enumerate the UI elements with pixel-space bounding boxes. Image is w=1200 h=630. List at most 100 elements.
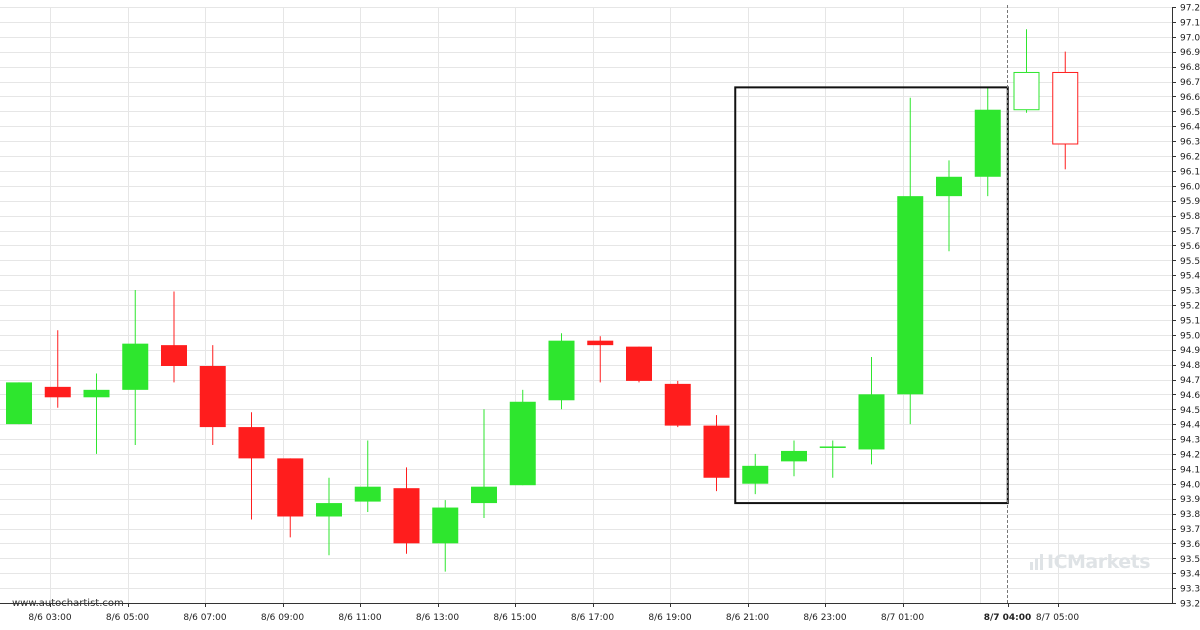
candle	[83, 373, 110, 454]
candle-body	[509, 401, 536, 486]
candle	[122, 290, 149, 445]
x-tick-label: 8/7 04:00	[984, 613, 1032, 623]
candle	[161, 291, 187, 383]
y-tick-label: 94.9694	[1180, 346, 1200, 356]
candle-body	[664, 383, 691, 426]
x-tick-label: 8/6 09:00	[261, 613, 305, 623]
y-tick-label: 97.0694	[1180, 33, 1200, 43]
candle-body	[432, 507, 459, 544]
candle-body	[587, 340, 614, 346]
y-tick-label: 94.6694	[1180, 391, 1200, 401]
y-tick-label: 93.2694	[1180, 600, 1200, 610]
candle-body	[83, 389, 110, 398]
candle	[819, 440, 846, 478]
y-tick-label: 94.1694	[1180, 465, 1200, 475]
y-tick-label: 94.4694	[1180, 421, 1200, 431]
x-tick-label: 8/6 05:00	[106, 613, 150, 623]
candle-body	[858, 394, 885, 450]
candle	[781, 440, 807, 477]
y-tick-label: 96.8694	[1180, 63, 1200, 73]
x-tick-label: 8/6 23:00	[803, 613, 847, 623]
y-tick-label: 94.5694	[1180, 406, 1200, 416]
y-tick-label: 96.2694	[1180, 153, 1200, 163]
brand-bars-icon	[1030, 554, 1043, 570]
y-tick-label: 95.3694	[1180, 287, 1200, 297]
candle	[742, 453, 769, 495]
y-tick-label: 96.9694	[1180, 48, 1200, 58]
y-tick-label: 94.2694	[1180, 451, 1200, 461]
y-tick-label: 94.8694	[1180, 361, 1200, 371]
candle-body	[742, 465, 769, 484]
candle-body	[781, 450, 807, 462]
y-tick-label: 95.4694	[1180, 272, 1200, 282]
y-tick-label: 96.4694	[1180, 123, 1200, 133]
y-tick-label: 95.2694	[1180, 302, 1200, 312]
y-tick-label: 96.3694	[1180, 138, 1200, 148]
y-tick-label: 95.0694	[1180, 331, 1200, 341]
candle-body	[897, 196, 924, 395]
y-tick-label: 95.9694	[1180, 197, 1200, 207]
candle	[44, 330, 71, 408]
candle-body	[819, 446, 846, 448]
x-tick-label: 8/6 11:00	[338, 613, 382, 623]
y-tick-label: 93.3694	[1180, 585, 1200, 595]
candle	[936, 160, 962, 252]
y-tick-label: 93.5694	[1180, 555, 1200, 565]
brand-name: ICMarkets	[1047, 551, 1151, 573]
candle-body	[936, 176, 962, 197]
candle	[548, 333, 575, 410]
candle	[432, 500, 459, 572]
candle	[897, 97, 924, 425]
x-tick-label: 8/7 05:00	[1036, 613, 1080, 623]
y-tick-label: 93.9694	[1180, 495, 1200, 505]
candle-body	[974, 109, 1001, 177]
candle-body	[199, 366, 226, 428]
candle	[626, 346, 652, 383]
candle	[1052, 51, 1079, 170]
candle	[277, 458, 304, 538]
candle-body	[122, 343, 149, 390]
candle-body	[277, 458, 304, 517]
candle-body	[703, 425, 730, 478]
candle-body	[626, 346, 652, 381]
y-tick-label: 97.2694	[1180, 4, 1200, 14]
candle-body	[44, 386, 71, 398]
y-tick-label: 94.0694	[1180, 480, 1200, 490]
y-tick-label: 93.4694	[1180, 570, 1200, 580]
y-tick-label: 96.0694	[1180, 182, 1200, 192]
candle-body	[354, 486, 381, 502]
candles	[6, 29, 1079, 572]
candle-body	[6, 382, 32, 425]
y-axis-ticks: 97.2694 97.1694 97.0694 96.9694 96.8694 96.76…	[1172, 4, 1200, 610]
y-tick-label: 94.3694	[1180, 436, 1200, 446]
y-tick-label: 95.1694	[1180, 316, 1200, 326]
candle	[664, 380, 691, 428]
y-tick-label: 93.7694	[1180, 525, 1200, 535]
y-tick-label: 96.7694	[1180, 78, 1200, 88]
candle-body	[161, 345, 187, 367]
candle-body	[393, 488, 420, 544]
candle	[509, 389, 536, 486]
candle	[703, 415, 730, 492]
candle-body	[471, 486, 497, 504]
candle	[354, 440, 381, 513]
candle-body	[1013, 71, 1040, 111]
y-tick-label: 96.1694	[1180, 167, 1200, 177]
candle	[974, 87, 1001, 197]
y-tick-label: 95.6694	[1180, 242, 1200, 252]
candle	[199, 345, 226, 445]
candle	[858, 357, 885, 465]
candle	[1013, 29, 1040, 113]
x-tick-label: 8/6 07:00	[183, 613, 227, 623]
x-tick-label: 8/6 03:00	[28, 613, 72, 623]
x-tick-label: 8/6 21:00	[726, 613, 770, 623]
candle	[587, 336, 614, 383]
y-tick-label: 95.7694	[1180, 227, 1200, 237]
candle	[238, 412, 265, 520]
candle	[316, 477, 342, 556]
brand-logo: ICMarkets	[1030, 551, 1151, 573]
y-tick-label: 95.8694	[1180, 212, 1200, 222]
grid-lines	[0, 7, 1172, 604]
y-tick-label: 93.6694	[1180, 540, 1200, 550]
